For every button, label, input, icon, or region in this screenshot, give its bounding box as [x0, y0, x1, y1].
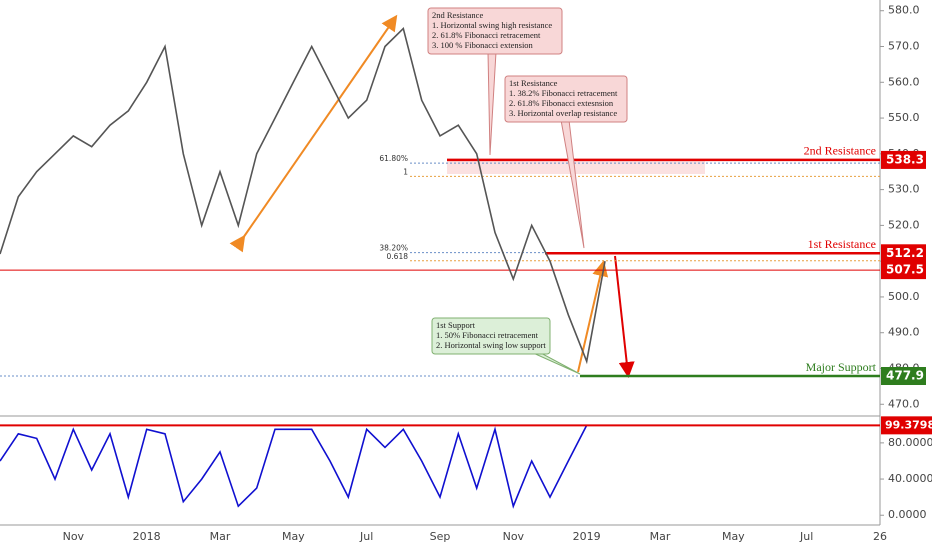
- level-badge: [881, 261, 926, 280]
- x-tick-label: Nov: [503, 530, 525, 543]
- level-value: 507.5: [886, 263, 924, 277]
- level-value: 477.9: [886, 369, 924, 383]
- callout-title: 2nd Resistance: [432, 10, 483, 20]
- callout-pointer: [487, 51, 497, 156]
- y-tick-label: 550.0: [888, 111, 920, 124]
- callout-title: 1st Resistance: [509, 78, 558, 88]
- y-tick-label: 520.0: [888, 218, 920, 231]
- callout-line: 1. 50% Fibonacci retracement: [436, 330, 539, 340]
- callout-line: 2. Horizontal swing low support: [436, 340, 546, 350]
- x-tick-label: Mar: [210, 530, 231, 543]
- x-tick-label: Jul: [799, 530, 813, 543]
- x-tick-label: Sep: [430, 530, 451, 543]
- callout-pointer: [560, 119, 585, 249]
- level-name: 1st Resistance: [808, 237, 876, 251]
- callout-box: [427, 7, 563, 55]
- x-tick-label: May: [282, 530, 305, 543]
- callout-line: 3. Horizontal overlap resistance: [509, 108, 617, 118]
- fib-label: 1: [403, 167, 408, 176]
- x-tick-label: Jul: [359, 530, 373, 543]
- callout-box: [504, 75, 628, 123]
- y-tick-label: 0.0000: [888, 508, 927, 521]
- x-tick-label: May: [722, 530, 745, 543]
- level-name: 2nd Resistance: [804, 144, 876, 158]
- price-line: [0, 27, 606, 365]
- level-value: 512.2: [886, 246, 924, 260]
- x-tick-label: Nov: [63, 530, 85, 543]
- callout-line: 1. 38.2% Fibonacci retracement: [509, 88, 618, 98]
- swing-arrow: [577, 260, 609, 373]
- level-badge: [881, 367, 926, 386]
- callout-line: 2. 61.8% Fibonacci retracement: [432, 30, 541, 40]
- callout-pointer: [530, 351, 581, 375]
- x-tick-label: Mar: [650, 530, 671, 543]
- target-arrow: [614, 255, 635, 378]
- callout-box: [431, 317, 551, 355]
- callout-line: 3. 100 % Fibonacci extension: [432, 40, 534, 50]
- callout-title: 1st Support: [436, 320, 476, 330]
- callout-line: 2. 61.8% Fibonacci extesnsion: [509, 98, 614, 108]
- level-value: 538.3: [886, 152, 924, 166]
- x-tick-label: 2018: [133, 530, 161, 543]
- callout-line: 1. Horizontal swing high resistance: [432, 20, 552, 30]
- stoch-last: 99.3798: [885, 418, 932, 431]
- y-tick-label: 530.0: [888, 183, 920, 196]
- y-tick-label: 580.0: [888, 4, 920, 17]
- stoch-badge: [881, 416, 932, 435]
- level-badge: [881, 150, 926, 169]
- x-tick-label: 2019: [573, 530, 601, 543]
- resistance-zone: [447, 160, 705, 174]
- y-tick-label: 40.0000: [888, 472, 932, 485]
- y-tick-label: 470.0: [888, 397, 920, 410]
- fib-label: 38.20%: [379, 244, 408, 253]
- y-tick-label: 560.0: [888, 75, 920, 88]
- swing-arrow: [229, 14, 398, 253]
- y-tick-label: 80.0000: [888, 436, 932, 449]
- y-tick-label: 490.0: [888, 326, 920, 339]
- x-tick-label: 26: [873, 530, 887, 543]
- level-name: Major Support: [806, 360, 877, 374]
- fib-label: 61.80%: [379, 154, 408, 163]
- stoch-line: [0, 424, 588, 509]
- y-tick-label: 500.0: [888, 290, 920, 303]
- y-tick-label: 570.0: [888, 40, 920, 53]
- fib-label: 0.618: [387, 252, 409, 261]
- level-badge: [881, 244, 926, 263]
